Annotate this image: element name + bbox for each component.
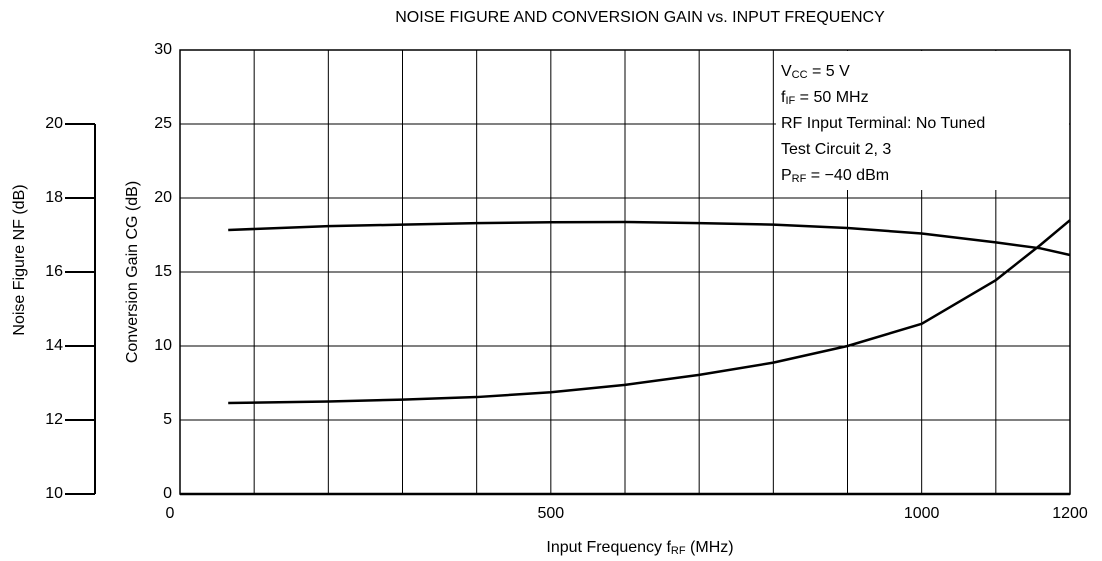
- annotation: fIF = 50 MHz: [781, 89, 869, 107]
- chart-title: NOISE FIGURE AND CONVERSION GAIN vs. INP…: [395, 9, 885, 26]
- annotation-rest: = −40 dBm: [806, 167, 889, 184]
- annotation: VCC = 5 V: [781, 63, 850, 81]
- x-axis-label-rest: (MHz): [686, 539, 734, 556]
- annotation: PRF = −40 dBm: [781, 167, 889, 185]
- annotation-rest: = 5 V: [808, 63, 851, 80]
- annotation-rest: = 50 MHz: [795, 89, 868, 106]
- x-tick-label: 1000: [904, 505, 940, 522]
- y-tick-label: 5: [163, 411, 172, 428]
- annotation-main: RF Input Terminal: No Tuned: [781, 115, 985, 132]
- y-tick-label: 25: [154, 115, 172, 132]
- x-tick-label: 500: [537, 505, 564, 522]
- annotation-sub: CC: [792, 69, 808, 81]
- y-axis-label: Conversion Gain CG (dB): [124, 181, 141, 363]
- y-tick-label: 20: [154, 189, 172, 206]
- annotation-main: Test Circuit 2, 3: [781, 141, 891, 158]
- x-axis-label-sub: RF: [671, 545, 686, 557]
- x-tick-label: 0: [166, 505, 175, 522]
- annotation-main: f: [781, 89, 786, 106]
- y2-tick-label: 14: [45, 337, 63, 354]
- line-series: [228, 219, 1071, 405]
- annotation-main: V: [781, 63, 792, 80]
- y-tick-label: 0: [163, 485, 172, 502]
- annotation-sub: IF: [785, 95, 795, 107]
- annotation-box: [776, 51, 1069, 190]
- x-axis-label-main: Input Frequency f: [546, 539, 671, 556]
- y2-tick-label: 18: [45, 189, 63, 206]
- y-tick-label: 30: [154, 41, 172, 58]
- y-tick-label: 15: [154, 263, 172, 280]
- y2-tick-label: 12: [45, 411, 63, 428]
- y2-tick-label: 20: [45, 115, 63, 132]
- line-series: [228, 220, 1071, 257]
- annotation: RF Input Terminal: No Tuned: [781, 115, 985, 132]
- annotation-main: P: [781, 167, 792, 184]
- annotation: Test Circuit 2, 3: [781, 141, 891, 158]
- x-tick-label: 1200: [1052, 505, 1088, 522]
- y-tick-label: 10: [154, 337, 172, 354]
- y2-tick-label: 16: [45, 263, 63, 280]
- y2-tick-label: 10: [45, 485, 63, 502]
- x-axis-label: Input Frequency fRF (MHz): [546, 539, 733, 557]
- y2-axis-label: Noise Figure NF (dB): [11, 184, 28, 335]
- annotation-sub: RF: [792, 173, 807, 185]
